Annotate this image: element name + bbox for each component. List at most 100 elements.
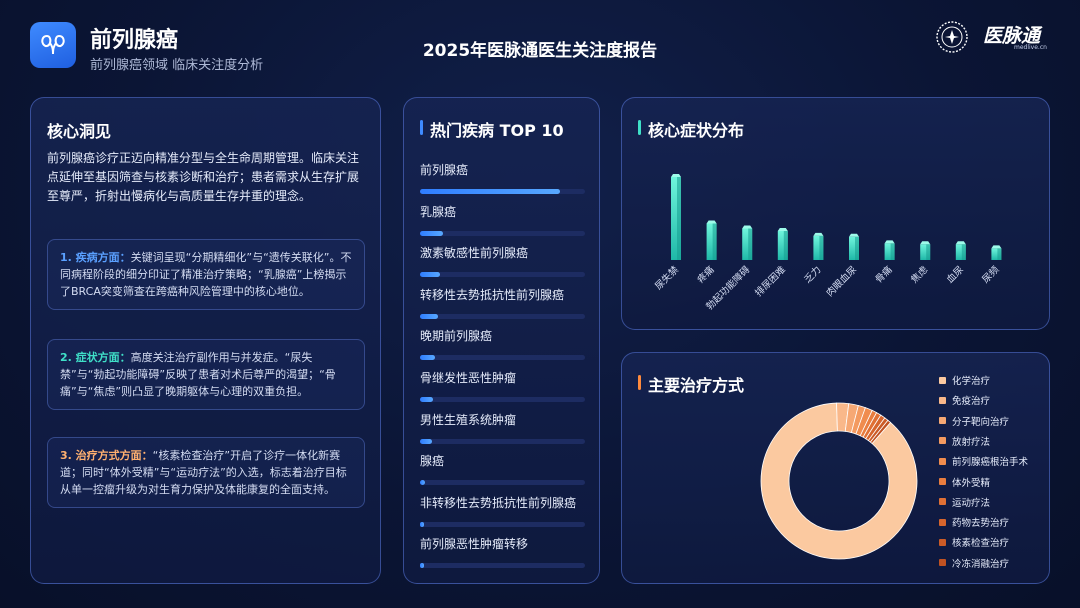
treatment-legend-item: 冷冻消融治疗 bbox=[939, 556, 1009, 570]
treatment-legend-item: 放射疗法 bbox=[939, 434, 990, 448]
treatment-legend-item: 药物去势治疗 bbox=[939, 515, 1009, 529]
brand-url: medlive.cn bbox=[1014, 44, 1047, 51]
report-title: 2025年医脉通医生关注度报告 bbox=[422, 41, 658, 61]
legend-label: 化学治疗 bbox=[952, 376, 991, 387]
legend-swatch bbox=[939, 437, 946, 445]
symptom-bar-shade bbox=[677, 177, 681, 260]
top10-item-track bbox=[420, 480, 585, 486]
top10-item-label: 前列腺恶性肿瘤转移 bbox=[420, 537, 529, 552]
insight-card-head: 1. 疾病方面： bbox=[60, 251, 131, 264]
treatment-accent bbox=[638, 375, 641, 390]
app-subtitle: 前列腺癌领域 临床关注度分析 bbox=[90, 58, 264, 73]
top10-item-track bbox=[420, 230, 585, 236]
top10-item-bar bbox=[420, 355, 435, 361]
top10-item-label: 转移性去势抵抗性前列腺癌 bbox=[420, 287, 565, 302]
legend-label: 冷冻消融治疗 bbox=[952, 558, 1010, 570]
symptom-tick-label: 乏力 bbox=[802, 264, 824, 286]
symptom-bar-shade bbox=[712, 223, 717, 260]
top10-item: 腺癌 bbox=[420, 452, 585, 486]
symptom-panel: 核心症状分布 尿失禁 疼痛 勃起功能障碍 排尿困难 乏力 肉眼血尿 骨痛 焦虑 血尿 尿频 bbox=[621, 97, 1050, 330]
symptom-bar-top bbox=[777, 227, 788, 231]
top10-item-label: 骨继发性恶性肿瘤 bbox=[420, 371, 517, 385]
insight-card-head: 3. 治疗方式方面： bbox=[60, 449, 153, 462]
treatment-panel: 主要治疗方式 化学治疗 免疫治疗 分子靶向治疗 放射疗法 前列腺癌根治手术 体外受精 运动疗… bbox=[621, 352, 1050, 584]
insight-panel: 核心洞见 前列腺癌诊疗正迈向精准分型与全生命周期管理。临床关注点延伸至基因筛查与… bbox=[30, 97, 381, 584]
legend-swatch bbox=[939, 518, 946, 526]
symptom-bar-top bbox=[849, 233, 859, 237]
treatment-legend-item: 前列腺癌根治手术 bbox=[939, 454, 1028, 468]
symptom-bar-shade bbox=[890, 243, 895, 260]
top10-item-track bbox=[420, 521, 585, 527]
symptom-tick-label: 焦虑 bbox=[908, 263, 930, 285]
top10-item-bar bbox=[420, 438, 432, 444]
legend-swatch bbox=[939, 376, 946, 384]
legend-label: 放射疗法 bbox=[952, 436, 991, 448]
treatment-legend-item: 分子靶向治疗 bbox=[939, 414, 1009, 428]
symptom-bar-shade bbox=[748, 228, 753, 260]
top10-item-track bbox=[420, 313, 585, 319]
symptom-tick-label: 尿频 bbox=[980, 263, 1002, 285]
symptom-bar-top bbox=[671, 174, 681, 177]
symptom-bar-top bbox=[813, 232, 824, 236]
top10-item: 转移性去势抵抗性前列腺癌 bbox=[420, 286, 585, 319]
top10-item-label: 晚期前列腺癌 bbox=[420, 329, 493, 344]
symptom-bar bbox=[671, 177, 681, 260]
treatment-donut-chart bbox=[760, 402, 918, 560]
treatment-slice bbox=[869, 419, 892, 445]
top10-item-bar bbox=[420, 521, 425, 527]
top10-item: 前列腺恶性肿瘤转移 bbox=[420, 535, 585, 569]
symptom-bar-shade bbox=[961, 244, 966, 260]
treatment-legend-item: 运动疗法 bbox=[939, 495, 990, 509]
treatment-legend-item: 核素检查治疗 bbox=[939, 535, 1009, 549]
top10-accent bbox=[420, 120, 423, 135]
symptom-tick-label: 血尿 bbox=[944, 263, 966, 285]
symptom-bar bbox=[813, 235, 824, 260]
legend-label: 前列腺癌根治手术 bbox=[952, 457, 1029, 469]
treatment-legend-item: 化学治疗 bbox=[939, 373, 990, 387]
legend-label: 运动疗法 bbox=[952, 497, 991, 509]
symptom-bar-shade bbox=[997, 248, 1002, 260]
top10-item-bar bbox=[420, 480, 425, 486]
insight-card-symptom: 2. 症状方面：高度关注治疗副作用与并发症。“尿失禁”与“勃起功能障碍”反映了患… bbox=[47, 339, 365, 410]
symptom-tick-label: 尿失禁 bbox=[652, 263, 681, 292]
app-logo bbox=[30, 22, 76, 68]
insight-card-disease: 1. 疾病方面：关键词呈现“分期精细化”与“遗传关联化”。不同病程阶段的细分印证… bbox=[47, 239, 365, 310]
symptom-bar-top bbox=[920, 241, 931, 245]
top10-item-bar bbox=[420, 230, 444, 236]
insight-card-treatment: 3. 治疗方式方面：“核素检查治疗”开启了诊疗一体化新赛道；同时“体外受精”与“… bbox=[47, 437, 365, 508]
top10-item-bar bbox=[420, 272, 440, 278]
legend-swatch bbox=[939, 417, 946, 425]
symptom-bar bbox=[955, 244, 966, 260]
top10-item-label: 前列腺癌 bbox=[420, 163, 469, 177]
symptom-title: 核心症状分布 bbox=[648, 121, 745, 140]
symptom-bar-top bbox=[884, 240, 895, 244]
legend-swatch bbox=[939, 538, 946, 546]
top10-item-track bbox=[420, 355, 585, 361]
top10-item-track bbox=[420, 189, 585, 194]
legend-swatch bbox=[939, 559, 946, 567]
symptom-bar-top bbox=[991, 245, 1002, 249]
top10-item-bar bbox=[420, 189, 561, 194]
insight-card-head: 2. 症状方面： bbox=[60, 351, 131, 364]
symptom-bar-shade bbox=[783, 230, 788, 260]
symptom-bar bbox=[920, 244, 931, 260]
top10-item-track bbox=[420, 563, 585, 569]
app-title: 前列腺癌 bbox=[90, 28, 179, 53]
symptom-bar bbox=[884, 243, 895, 260]
top10-item: 非转移性去势抵抗性前列腺癌 bbox=[420, 494, 585, 527]
symptom-tick-label: 排尿困难 bbox=[753, 263, 789, 299]
top10-title: 热门疾病 TOP 10 bbox=[430, 121, 564, 140]
top10-item: 晚期前列腺癌 bbox=[420, 327, 585, 361]
treatment-legend-item: 免疫治疗 bbox=[939, 393, 990, 407]
legend-label: 核素检查治疗 bbox=[952, 538, 1010, 550]
symptom-bar-shade bbox=[855, 236, 859, 260]
top10-item-label: 激素敏感性前列腺癌 bbox=[420, 246, 529, 261]
symptom-tick-label: 骨痛 bbox=[873, 263, 895, 285]
legend-label: 体外受精 bbox=[952, 477, 991, 489]
insight-intro: 前列腺癌诊疗正迈向精准分型与全生命周期管理。临床关注点延伸至基因筛查与核素诊断和… bbox=[47, 151, 360, 203]
top10-item-label: 男性生殖系统肿瘤 bbox=[420, 412, 517, 427]
treatment-legend-item: 体外受精 bbox=[939, 475, 990, 489]
symptom-bar-top bbox=[955, 241, 966, 245]
symptom-bar-top bbox=[706, 220, 717, 224]
symptom-bar-shade bbox=[819, 235, 824, 260]
